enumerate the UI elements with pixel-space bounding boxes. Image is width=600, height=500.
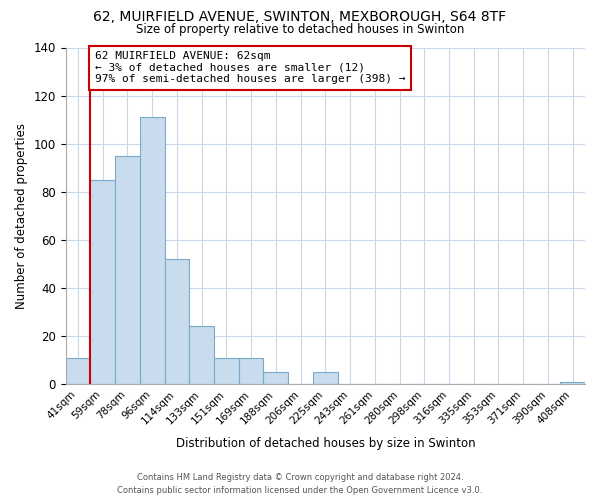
Bar — [560, 382, 585, 384]
Bar — [115, 156, 140, 384]
Y-axis label: Number of detached properties: Number of detached properties — [15, 123, 28, 309]
X-axis label: Distribution of detached houses by size in Swinton: Distribution of detached houses by size … — [176, 437, 475, 450]
Bar — [65, 358, 91, 384]
Text: 62 MUIRFIELD AVENUE: 62sqm
← 3% of detached houses are smaller (12)
97% of semi-: 62 MUIRFIELD AVENUE: 62sqm ← 3% of detac… — [95, 51, 406, 84]
Bar — [164, 259, 190, 384]
Bar — [91, 180, 115, 384]
Bar — [313, 372, 338, 384]
Text: Contains HM Land Registry data © Crown copyright and database right 2024.
Contai: Contains HM Land Registry data © Crown c… — [118, 474, 482, 495]
Text: Size of property relative to detached houses in Swinton: Size of property relative to detached ho… — [136, 22, 464, 36]
Bar — [190, 326, 214, 384]
Bar — [263, 372, 288, 384]
Bar — [214, 358, 239, 384]
Bar — [239, 358, 263, 384]
Text: 62, MUIRFIELD AVENUE, SWINTON, MEXBOROUGH, S64 8TF: 62, MUIRFIELD AVENUE, SWINTON, MEXBOROUG… — [94, 10, 506, 24]
Bar — [140, 117, 164, 384]
